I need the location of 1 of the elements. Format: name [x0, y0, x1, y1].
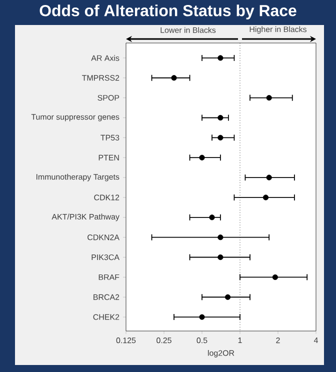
chart-title: Odds of Alteration Status by Race — [40, 4, 296, 20]
